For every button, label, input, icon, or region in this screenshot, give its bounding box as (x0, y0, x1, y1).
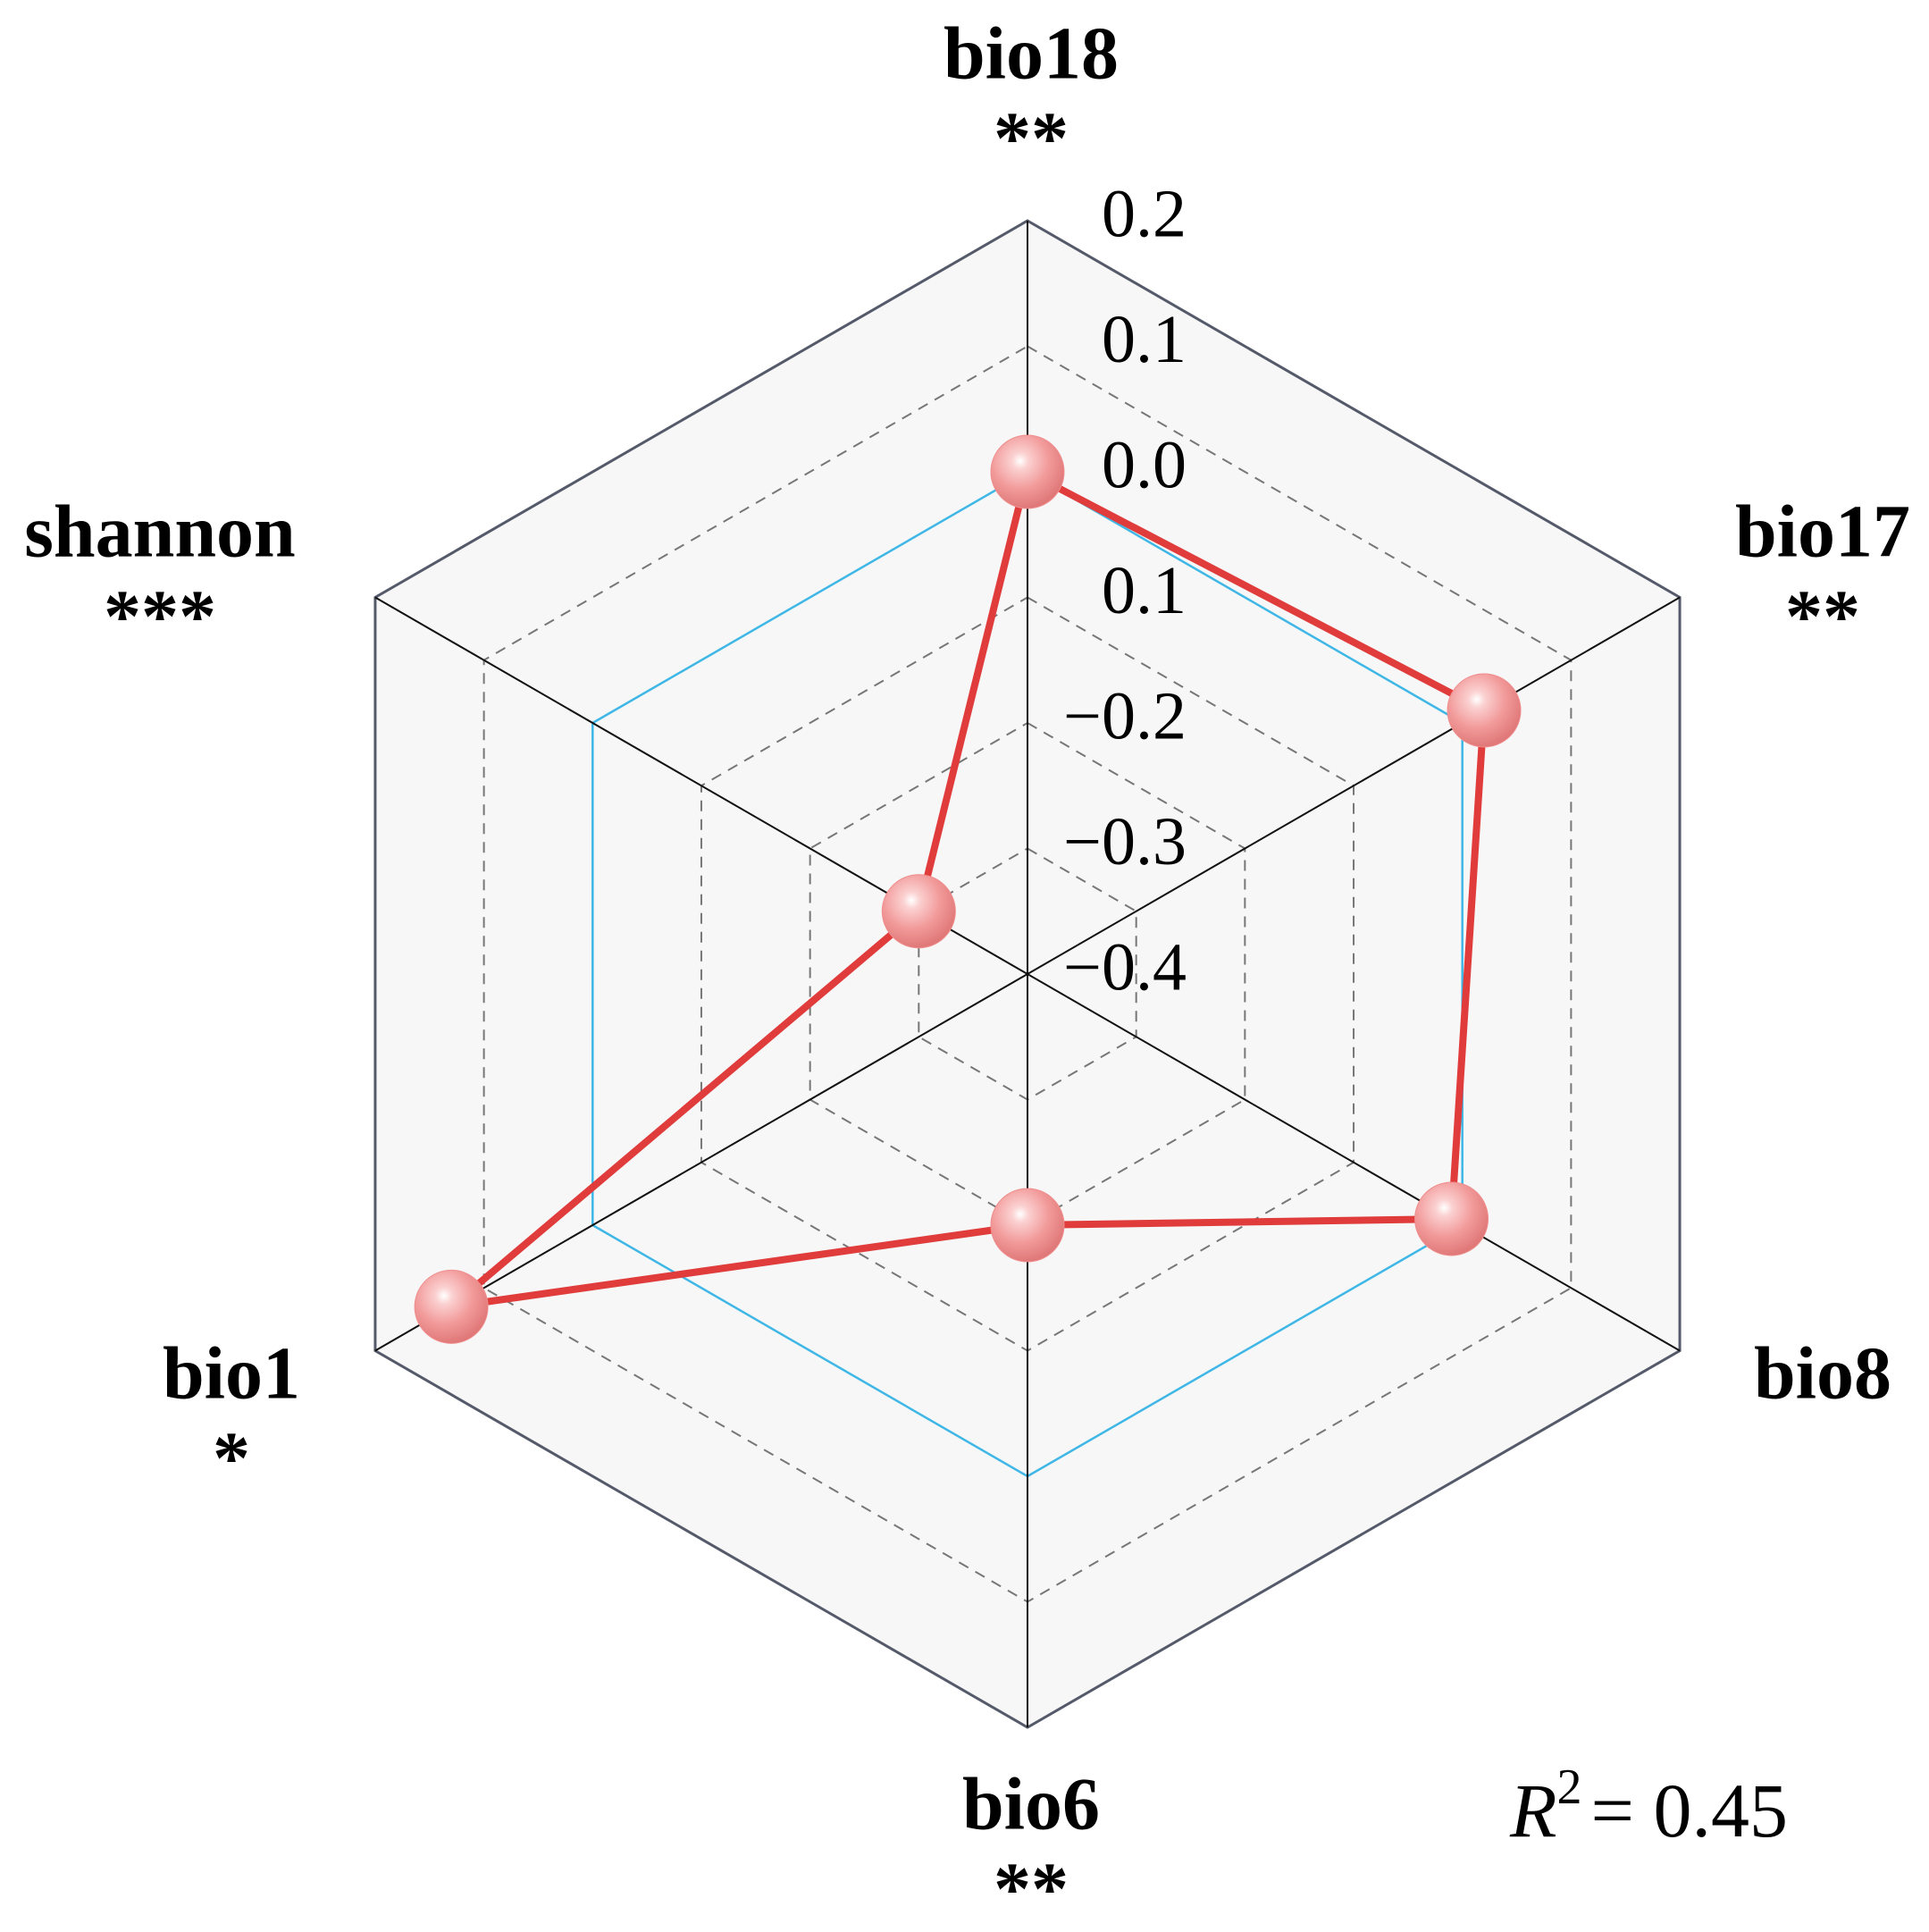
category-label: bio17 (1735, 490, 1910, 573)
y-tick-label: −0.3 (1063, 804, 1187, 879)
y-tick-label: 0.1 (1102, 553, 1187, 628)
category-label: shannon (24, 490, 296, 573)
significance-label: ** (994, 1847, 1069, 1930)
axis-spoke (1027, 596, 1681, 975)
grid (373, 219, 1682, 1729)
y-tick-label: 0.1 (1102, 302, 1187, 377)
category-label: bio18 (944, 12, 1119, 95)
significance-label: *** (104, 575, 216, 658)
r2-symbol: R (1509, 1768, 1557, 1853)
significance-label: * (213, 1416, 250, 1499)
r2-superscript: 2 (1557, 1760, 1582, 1815)
data-point (990, 434, 1065, 509)
significance-label: ** (1785, 575, 1860, 658)
data-point (414, 1269, 489, 1344)
data-point (1414, 1181, 1489, 1256)
y-tick-label: −0.4 (1063, 929, 1187, 1004)
data (414, 434, 1522, 1344)
category-label: bio1 (163, 1331, 300, 1415)
labels: 0.20.10.00.1−0.2−0.3−0.4bio18**bio17**bi… (24, 12, 1910, 1930)
r2-text: = 0.45 (1591, 1768, 1789, 1853)
y-tick-label: −0.2 (1063, 678, 1187, 753)
axis-spoke (374, 973, 1028, 1352)
data-point (990, 1188, 1065, 1263)
y-tick-label: 0.0 (1102, 427, 1187, 502)
category-label: bio6 (962, 1762, 1100, 1845)
axis-spoke (1027, 973, 1681, 1352)
r2-annotation: R2 = 0.45 (1509, 1760, 1788, 1853)
significance-label: ** (994, 97, 1069, 180)
data-point (881, 874, 956, 949)
category-label: bio8 (1754, 1331, 1891, 1415)
data-point (1447, 673, 1522, 748)
y-tick-label: 0.2 (1102, 176, 1187, 251)
